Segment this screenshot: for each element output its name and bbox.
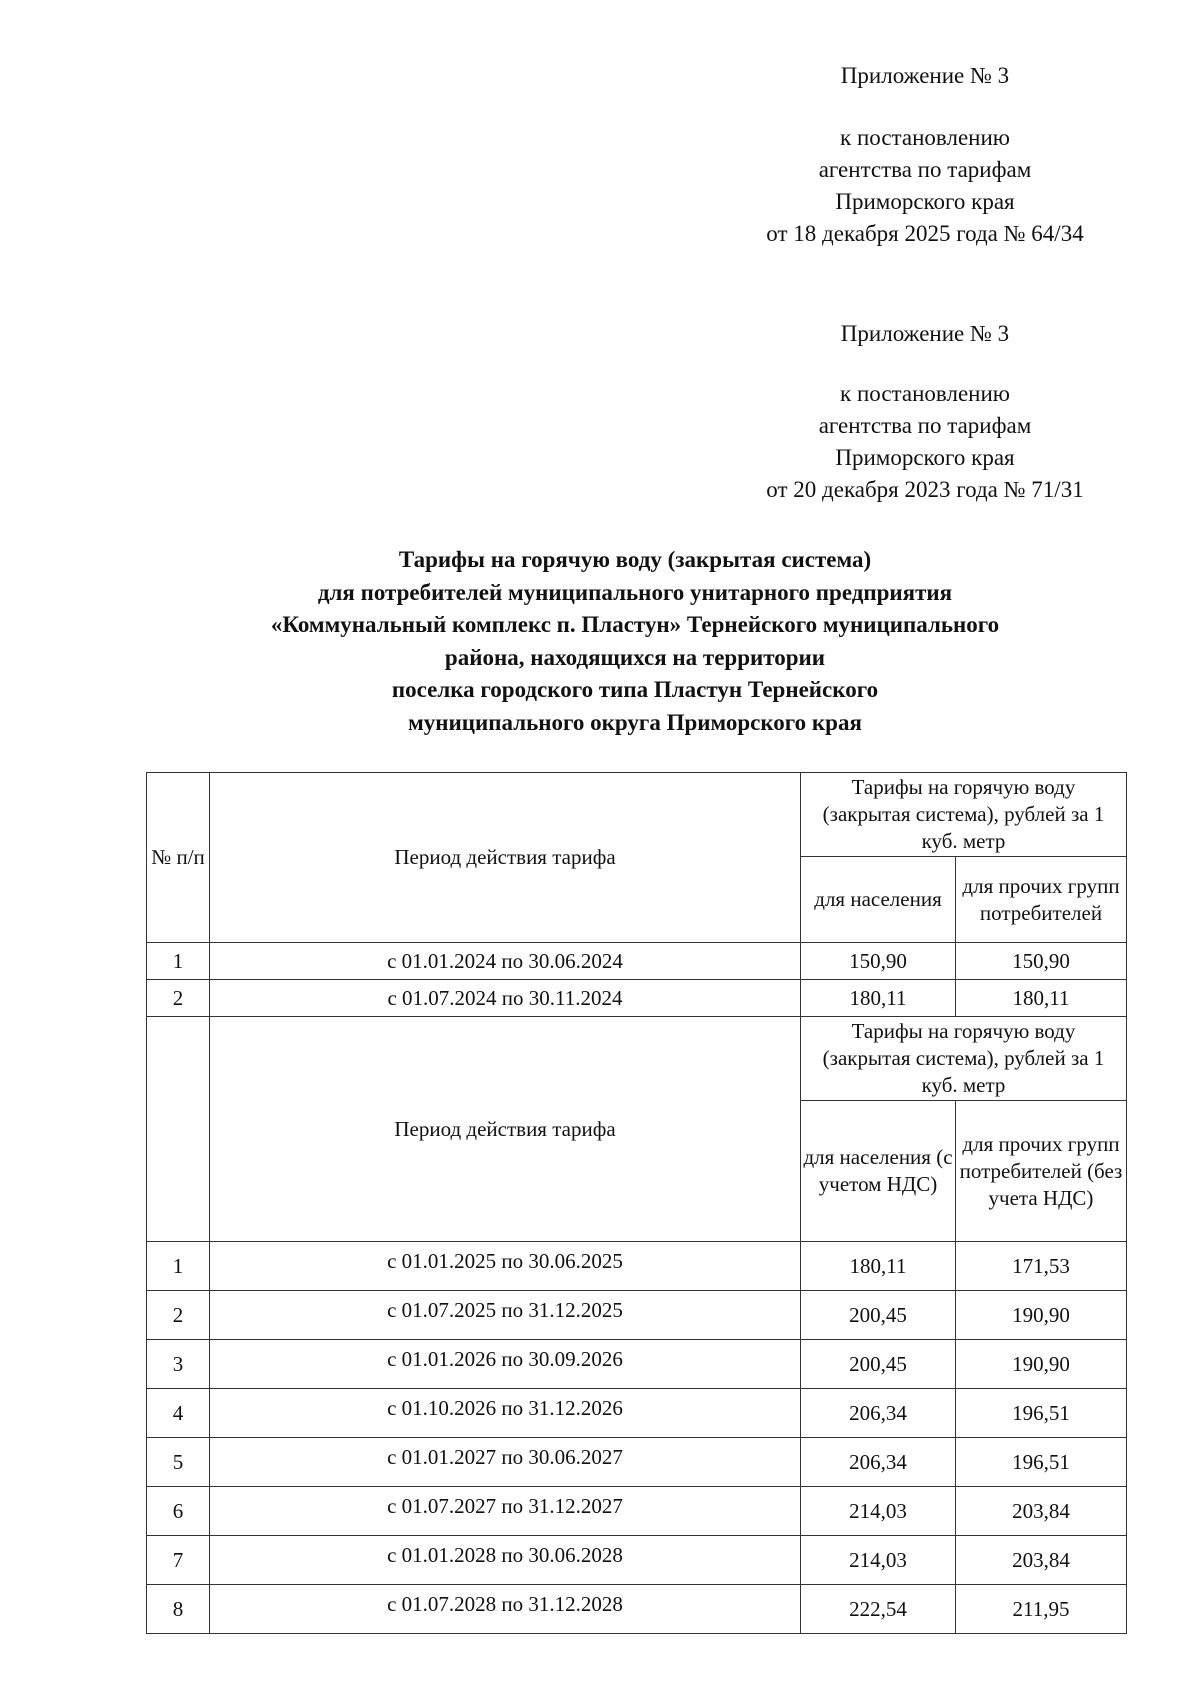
cell-num: 8 [146,1584,210,1634]
cell-period: с 01.01.2028 по 30.06.2028 [209,1535,801,1585]
cell-population: 180,11 [800,979,956,1017]
cell-population: 206,34 [800,1437,956,1487]
cell-population: 206,34 [800,1388,956,1438]
cell-period: с 01.01.2024 по 30.06.2024 [209,942,801,980]
ref-line: от 18 декабря 2025 года № 64/34 [766,221,1084,246]
cell-num: 1 [146,1241,210,1291]
resolution-reference-2: к постановлению агентства по тарифам При… [700,378,1150,506]
header-period: Период действия тарифа [209,772,801,943]
cell-num: 3 [146,1339,210,1389]
cell-period: с 01.10.2026 по 31.12.2026 [209,1388,801,1438]
cell-num: 4 [146,1388,210,1438]
cell-population: 200,45 [800,1339,956,1389]
cell-population: 200,45 [800,1290,956,1340]
title-line: для потребителей муниципального унитарно… [317,579,953,605]
cell-period: с 01.01.2027 по 30.06.2027 [209,1437,801,1487]
document-title: Тарифы на горячую воду (закрытая система… [140,544,1130,739]
cell-population: 222,54 [800,1584,956,1634]
title-line: поселка городского типа Пластун Тернейск… [391,677,879,702]
header-tariff-group: Тарифы на горячую воду (закрытая система… [800,772,1127,857]
cell-others: 196,51 [955,1388,1127,1438]
header-num-empty [146,1016,210,1242]
cell-num: 6 [146,1486,210,1536]
header-population: для населения [800,856,956,943]
cell-others: 190,90 [955,1290,1127,1340]
cell-num: 5 [146,1437,210,1487]
cell-others: 171,53 [955,1241,1127,1291]
appendix-label-1: Приложение № 3 [840,63,1010,88]
cell-others: 190,90 [955,1339,1127,1389]
tariff-table: № п/п Период действия тарифа Тарифы на г… [146,772,1127,1634]
cell-period: с 01.01.2026 по 30.09.2026 [209,1339,801,1389]
cell-others: 211,95 [955,1584,1127,1634]
ref-line: Приморского края [835,189,1015,214]
cell-others: 180,11 [955,979,1127,1017]
cell-period: с 01.01.2025 по 30.06.2025 [209,1241,801,1291]
ref-line: к постановлению [840,125,1010,150]
title-line: «Коммунальный комплекс п. Пластун» Терне… [270,612,1000,637]
header-tariff-group: Тарифы на горячую воду (закрытая система… [800,1016,1127,1101]
header-period: Период действия тарифа [209,1016,801,1242]
cell-population: 180,11 [800,1241,956,1291]
cell-others: 196,51 [955,1437,1127,1487]
title-line: муниципального округа Приморского края [408,709,862,735]
header-population: для населения (с учетом НДС) [800,1100,956,1242]
ref-line: к постановлению [840,381,1010,406]
header-others: для прочих групп потребителей [955,856,1127,943]
header-others: для прочих групп потребителей (без учета… [955,1100,1127,1242]
ref-line: от 20 декабря 2023 года № 71/31 [766,477,1084,502]
cell-population: 214,03 [800,1535,956,1585]
appendix-label-2: Приложение № 3 [840,321,1010,346]
cell-others: 203,84 [955,1486,1127,1536]
cell-num: 7 [146,1535,210,1585]
cell-num: 2 [146,1290,210,1340]
ref-line: агентства по тарифам [818,413,1032,438]
cell-period: с 01.07.2028 по 31.12.2028 [209,1584,801,1634]
cell-population: 150,90 [800,942,956,980]
cell-num: 1 [146,942,210,980]
title-line: Тарифы на горячую воду (закрытая система… [398,547,872,572]
cell-period: с 01.07.2027 по 31.12.2027 [209,1486,801,1536]
ref-line: агентства по тарифам [818,157,1032,182]
cell-others: 203,84 [955,1535,1127,1585]
cell-others: 150,90 [955,942,1127,980]
title-line: района, находящихся на территории [444,644,826,670]
cell-period: с 01.07.2024 по 30.11.2024 [209,979,801,1017]
resolution-reference-1: к постановлению агентства по тарифам При… [700,122,1150,250]
cell-num: 2 [146,979,210,1017]
header-num: № п/п [146,772,210,943]
cell-period: с 01.07.2025 по 31.12.2025 [209,1290,801,1340]
ref-line: Приморского края [835,445,1015,470]
cell-population: 214,03 [800,1486,956,1536]
